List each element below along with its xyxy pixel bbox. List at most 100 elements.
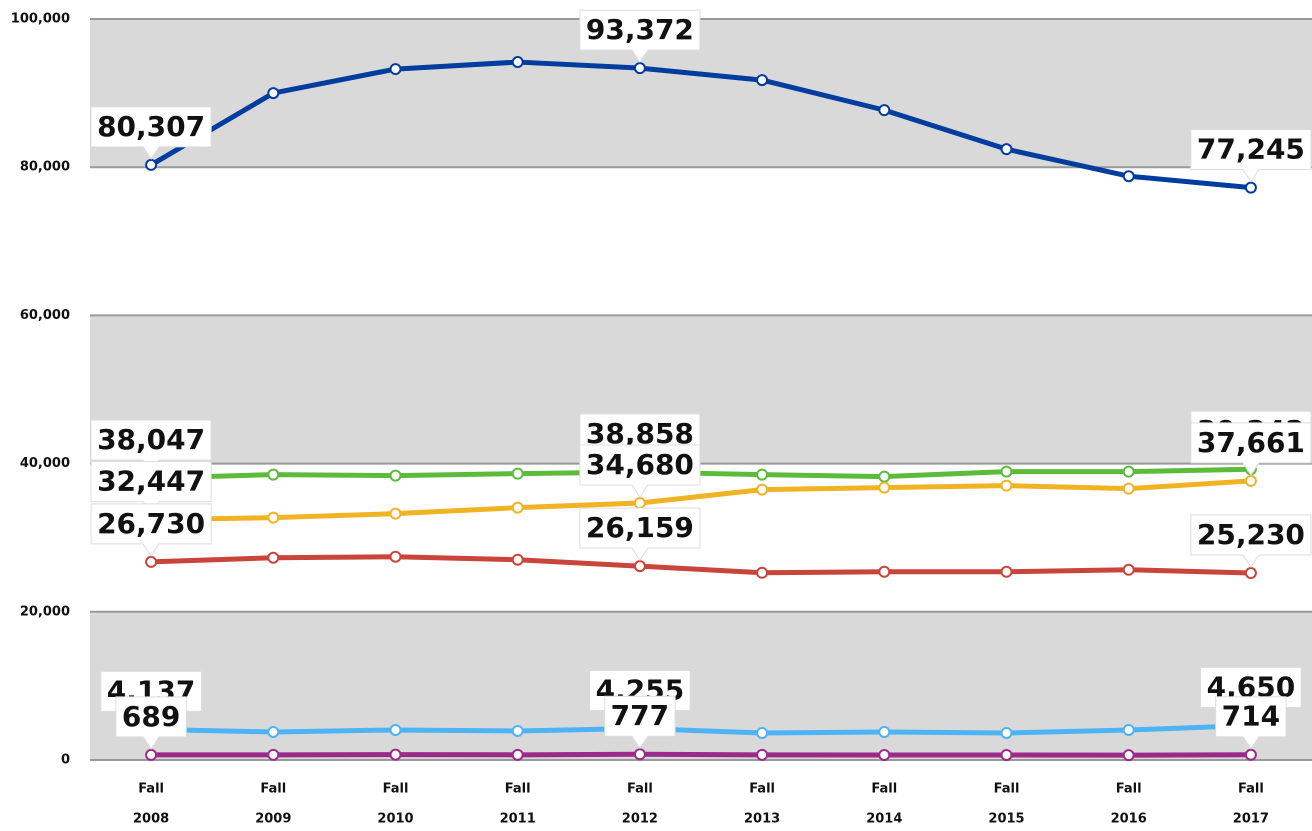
data-label-text: 777 — [611, 699, 669, 732]
point — [633, 748, 646, 761]
point — [511, 724, 524, 737]
data-label-text: 77,245 — [1197, 133, 1305, 166]
point — [511, 553, 524, 566]
data-label-text: 38,047 — [97, 423, 205, 456]
point — [1000, 479, 1013, 492]
data-label-box — [579, 444, 701, 498]
point — [267, 725, 280, 738]
point — [145, 748, 158, 761]
x-tick-label: Fall — [260, 782, 286, 797]
point — [389, 469, 402, 482]
data-label-text: 37,661 — [1197, 426, 1305, 459]
point — [1122, 170, 1135, 183]
plot-band — [90, 611, 1312, 760]
line — [151, 723, 1251, 736]
point — [1122, 723, 1135, 736]
data-label-text: 32,447 — [97, 465, 205, 498]
data-label-box — [579, 507, 701, 562]
data-label-box — [1190, 422, 1312, 476]
data-label-text: 93,372 — [586, 13, 694, 46]
data-label: 25,230 — [1190, 514, 1312, 568]
y-tick-label: 40,000 — [20, 456, 70, 471]
point — [878, 565, 891, 578]
line — [151, 554, 1251, 576]
data-label-text: 25,230 — [1197, 518, 1305, 551]
x-tick-label: Fall — [138, 782, 164, 797]
x-tick-label: Fall — [994, 782, 1020, 797]
x-tick-label: 2014 — [866, 812, 902, 827]
point — [389, 723, 402, 736]
point — [1000, 726, 1013, 739]
point — [389, 63, 402, 76]
x-tick-label: 2017 — [1233, 812, 1269, 827]
plot-band — [90, 315, 1312, 464]
point — [267, 551, 280, 564]
point — [511, 467, 524, 480]
point — [145, 158, 158, 171]
data-label-box — [1190, 514, 1312, 568]
x-tick-label: 2016 — [1111, 812, 1147, 827]
point — [878, 748, 891, 761]
y-tick-label: 0 — [61, 753, 70, 768]
point — [389, 550, 402, 563]
x-tick-label: 2013 — [744, 812, 780, 827]
x-tick-label: Fall — [383, 782, 409, 797]
x-tick-label: Fall — [505, 782, 531, 797]
point — [389, 507, 402, 520]
x-tick-label: 2015 — [988, 812, 1024, 827]
point — [1000, 465, 1013, 478]
x-tick-label: 2010 — [377, 812, 413, 827]
data-label: 77,245 — [1190, 129, 1312, 183]
data-label: 37,661 — [1190, 422, 1312, 476]
point — [389, 748, 402, 761]
point — [756, 748, 769, 761]
point — [1244, 181, 1257, 194]
point — [756, 566, 769, 579]
x-tick-label: Fall — [871, 782, 897, 797]
plot-band — [90, 19, 1312, 168]
data-label: 93,372 — [579, 9, 701, 64]
data-label-text: 689 — [122, 700, 180, 733]
data-label-box — [90, 106, 212, 160]
point — [1122, 465, 1135, 478]
line — [151, 751, 1251, 758]
point — [878, 470, 891, 483]
point — [633, 62, 646, 75]
point — [1244, 474, 1257, 487]
data-label-box — [604, 695, 676, 750]
point — [267, 87, 280, 100]
point — [511, 501, 524, 514]
x-tick-label: Fall — [1238, 782, 1264, 797]
x-tick-label: Fall — [627, 782, 653, 797]
point — [878, 481, 891, 494]
y-tick-label: 20,000 — [20, 604, 70, 619]
point — [1000, 143, 1013, 156]
y-tick-label: 80,000 — [20, 160, 70, 175]
data-label: 26,159 — [579, 507, 701, 562]
point — [1122, 563, 1135, 576]
point — [633, 560, 646, 573]
data-label-box — [1190, 129, 1312, 183]
x-tick-label: 2008 — [133, 812, 169, 827]
x-tick-label: Fall — [749, 782, 775, 797]
data-label-text: 34,680 — [586, 448, 694, 481]
point — [511, 56, 524, 69]
data-label-box — [115, 696, 187, 750]
x-tick-label: Fall — [1116, 782, 1142, 797]
point — [633, 497, 646, 510]
data-label-text: 80,307 — [97, 110, 205, 143]
data-label-box — [579, 9, 701, 64]
point — [878, 725, 891, 738]
point — [267, 468, 280, 481]
point — [1122, 482, 1135, 495]
point — [878, 104, 891, 117]
point — [1244, 567, 1257, 580]
line — [151, 466, 1251, 481]
x-tick-label: 2009 — [255, 812, 291, 827]
point — [1244, 748, 1257, 761]
data-label: 80,307 — [90, 106, 212, 160]
data-label: 34,680 — [579, 444, 701, 498]
data-label-box — [90, 503, 212, 557]
data-label: 38,047 — [90, 419, 212, 473]
